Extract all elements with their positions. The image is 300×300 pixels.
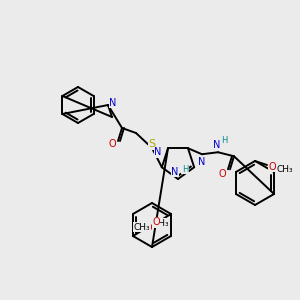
Text: H: H	[221, 136, 227, 145]
Text: O: O	[218, 169, 226, 179]
Text: O: O	[152, 217, 160, 227]
Text: N: N	[154, 147, 162, 157]
Text: CH₃: CH₃	[277, 164, 293, 173]
Text: N: N	[109, 98, 117, 108]
Text: H: H	[182, 164, 188, 173]
Text: O: O	[268, 162, 276, 172]
Text: N: N	[199, 157, 206, 167]
Text: O: O	[144, 223, 152, 233]
Text: N: N	[213, 140, 221, 150]
Text: N: N	[171, 167, 179, 177]
Text: O: O	[108, 139, 116, 149]
Text: CH₃: CH₃	[134, 223, 150, 232]
Text: S: S	[148, 139, 156, 149]
Text: CH₃: CH₃	[153, 218, 169, 227]
